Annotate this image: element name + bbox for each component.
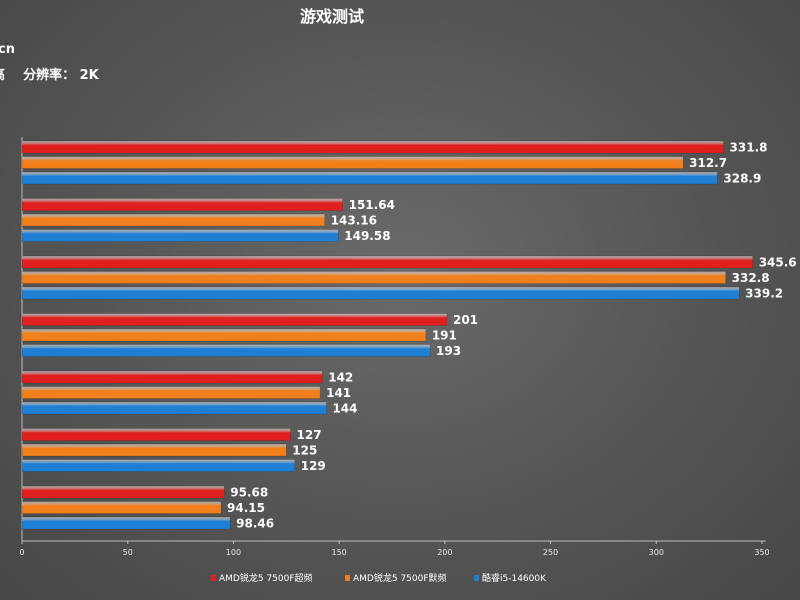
- data-label: 345.6: [759, 256, 797, 270]
- bar: [21, 344, 431, 357]
- data-label: 143.16: [331, 214, 377, 228]
- chart-title: 游戏测试: [300, 7, 364, 26]
- category-label: 》: [0, 445, 2, 457]
- legend-swatch: [474, 575, 479, 581]
- legend-label: AMD锐龙5 7500F超频: [219, 572, 313, 584]
- bar: [21, 428, 291, 441]
- bar: [21, 198, 343, 211]
- bar: [21, 255, 753, 269]
- bars: [21, 140, 753, 530]
- category-label: 》: [0, 388, 2, 400]
- bar: [21, 485, 225, 499]
- x-tick-label: 100: [226, 548, 241, 557]
- x-tick-label: 0: [19, 548, 24, 557]
- data-label: 98.46: [236, 517, 274, 531]
- category-label: 》: [0, 503, 2, 515]
- bar: [21, 271, 726, 284]
- legend-label: AMD锐龙5 7500F默频: [353, 572, 447, 584]
- x-tick-label: 200: [437, 548, 452, 557]
- category-labels: 》》》》》》》: [0, 158, 2, 515]
- chart-subtitle-line-2: 高 分辨率： 2K: [0, 67, 100, 83]
- x-tick-label: 300: [649, 548, 664, 557]
- data-label: 94.15: [227, 501, 265, 515]
- data-label: 95.68: [230, 486, 268, 500]
- data-label: 125: [292, 444, 317, 458]
- category-label: 》: [0, 273, 2, 285]
- data-label: 332.8: [732, 271, 770, 285]
- data-label: 129: [301, 459, 326, 473]
- x-tick-label: 50: [123, 548, 133, 557]
- legend-swatch: [211, 575, 216, 581]
- legend: AMD锐龙5 7500F超频 AMD锐龙5 7500F默频 酷睿i5-14600K: [211, 572, 547, 584]
- data-label: 151.64: [349, 198, 395, 212]
- bar: [21, 401, 327, 415]
- bar: [21, 370, 323, 384]
- x-tick-label: 250: [543, 548, 558, 557]
- legend-swatch: [345, 575, 350, 581]
- data-label: 127: [297, 428, 322, 442]
- bar: [21, 171, 718, 185]
- bar: [21, 286, 740, 300]
- category-label: 》: [0, 158, 2, 170]
- bar: [21, 501, 222, 514]
- data-label: 193: [436, 344, 461, 358]
- bar: [21, 213, 325, 227]
- x-tick-label: 150: [332, 548, 347, 557]
- category-label: 》: [0, 215, 2, 227]
- data-label: 191: [432, 329, 457, 343]
- category-label: 》: [0, 330, 2, 342]
- x-tick-label: 350: [754, 548, 769, 557]
- bar: [21, 229, 339, 242]
- bar: [21, 443, 287, 457]
- data-label: 331.8: [730, 141, 768, 155]
- bar: [21, 156, 684, 169]
- bar: [21, 386, 321, 399]
- data-label: 328.9: [723, 172, 761, 186]
- bar: [21, 328, 427, 342]
- data-label: 142: [328, 371, 353, 385]
- bar: [21, 516, 231, 530]
- data-label: 149.58: [344, 229, 390, 243]
- data-labels: 331.8312.7328.9151.64143.16149.58345.633…: [227, 141, 797, 531]
- data-label: 201: [453, 313, 478, 327]
- chart-subtitle-line-1: cn: [0, 42, 15, 57]
- data-label: 312.7: [689, 156, 727, 170]
- data-label: 141: [326, 386, 351, 400]
- bar: [21, 459, 295, 472]
- legend-label: 酷睿i5-14600K: [482, 572, 547, 584]
- data-label: 339.2: [745, 287, 783, 301]
- bar: [21, 140, 724, 154]
- bar: [21, 313, 448, 326]
- data-label: 144: [332, 402, 357, 416]
